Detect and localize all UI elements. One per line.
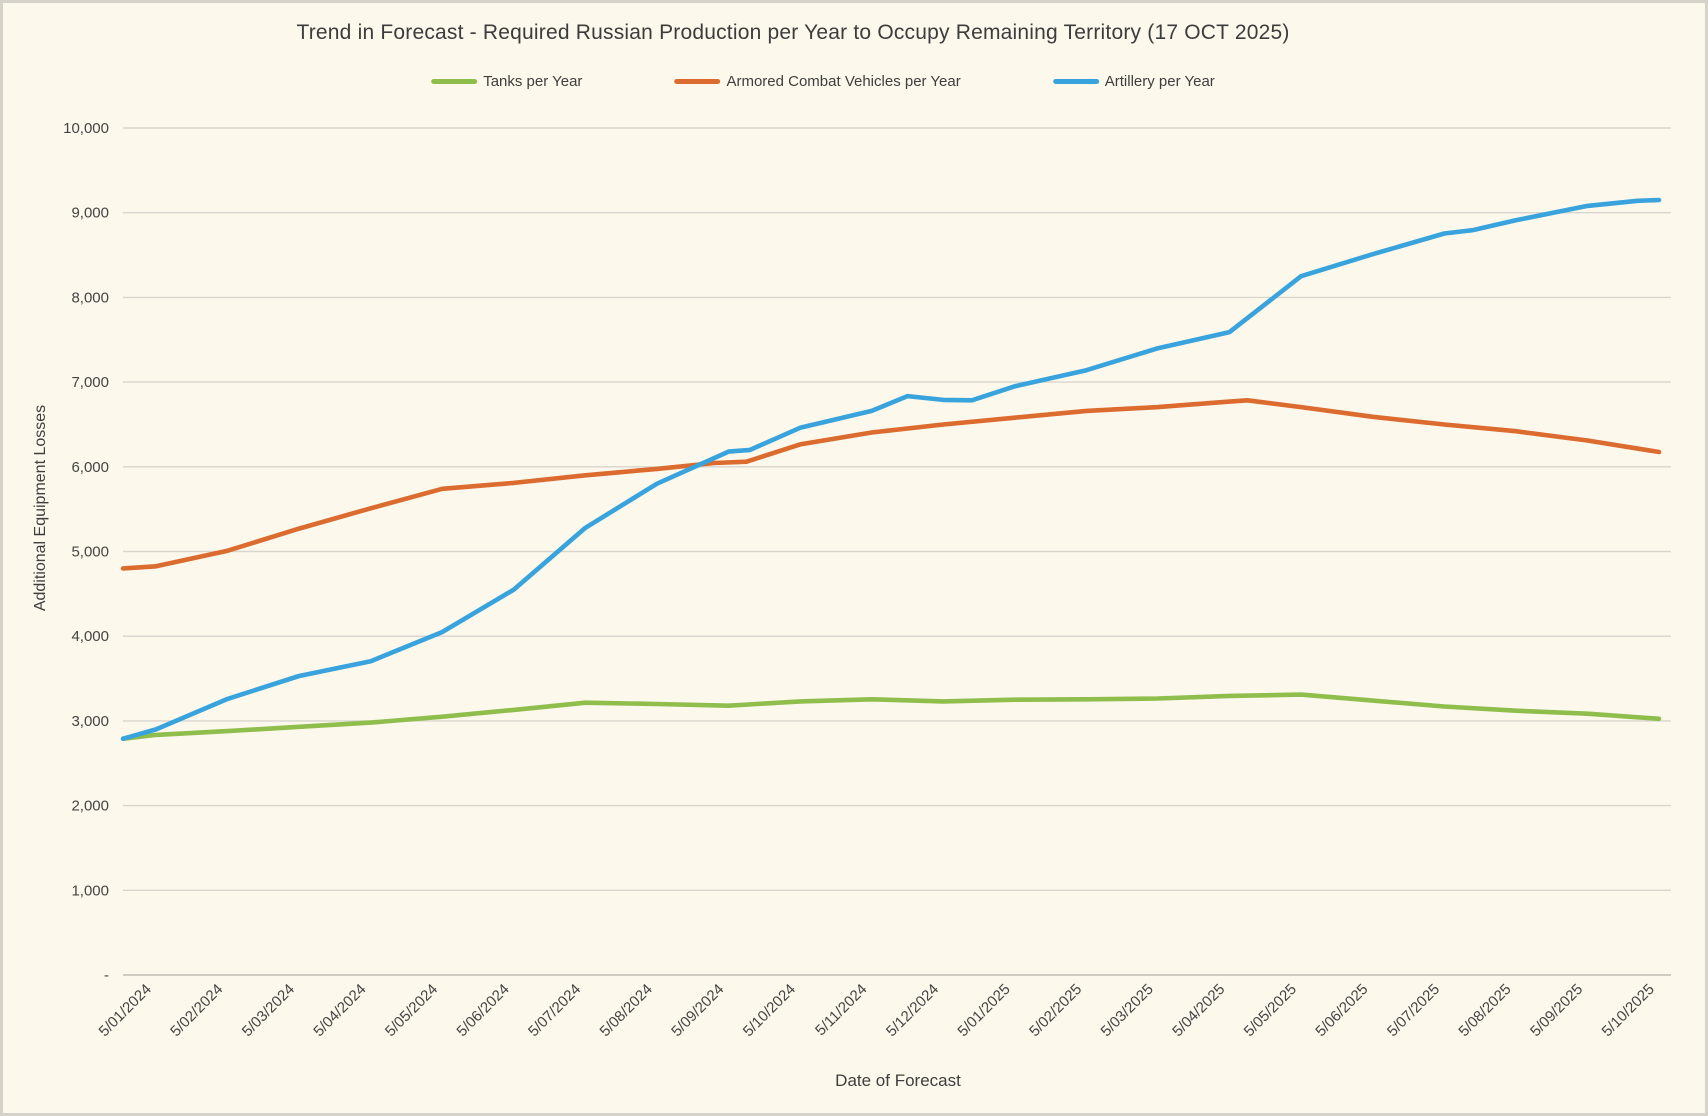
x-tick-label: 5/01/2025 (954, 981, 1013, 1040)
x-tick-label: 5/10/2024 (740, 981, 799, 1040)
y-axis-title: Additional Equipment Losses (32, 404, 49, 612)
y-tick-label: 4,000 (71, 628, 109, 645)
y-tick-label: 1,000 (71, 882, 109, 899)
x-tick-label: 5/11/2024 (812, 981, 870, 1039)
y-tick-label: 9,000 (71, 205, 109, 222)
y-tick-label: 2,000 (71, 798, 109, 815)
x-tick-label: 5/02/2025 (1026, 981, 1085, 1040)
x-tick-label: 5/07/2025 (1384, 981, 1443, 1040)
chart-canvas: - 1,000 2,000 3,000 4,000 5,000 6,000 7,000 8,00… (63, 120, 1671, 1040)
x-tick-label: 5/07/2024 (525, 981, 584, 1040)
legend-label: Armored Combat Vehicles per Year (726, 73, 961, 90)
x-tick-label: 5/05/2024 (382, 981, 441, 1040)
legend-item-armored: Armored Combat Vehicles per Year (674, 73, 961, 90)
legend-item-tanks: Tanks per Year (431, 73, 582, 90)
series-line-tanks (120, 692, 1662, 742)
y-tick-label: 7,000 (71, 374, 109, 391)
series-line-armored (120, 397, 1662, 571)
y-tick-label: 3,000 (71, 713, 109, 730)
x-tick-label: 5/09/2024 (668, 981, 727, 1040)
chart-title: Trend in Forecast - Required Russian Pro… (296, 21, 1290, 44)
y-tick-label: 6,000 (71, 459, 109, 476)
x-tick-label: 5/06/2024 (453, 981, 512, 1040)
x-tick-label: 5/01/2024 (96, 981, 155, 1040)
legend-label: Tanks per Year (483, 73, 583, 90)
x-tick-label: 5/05/2025 (1241, 981, 1300, 1040)
legend-item-artillery: Artillery per Year (1052, 73, 1215, 90)
x-axis-title: Date of Forecast (835, 1071, 961, 1090)
x-tick-label: 5/12/2024 (883, 981, 942, 1040)
chart-legend: Tanks per Year Armored Combat Vehicles pe… (431, 73, 1215, 90)
x-tick-label: 5/10/2025 (1599, 981, 1658, 1040)
x-tick-label: 5/04/2025 (1169, 981, 1228, 1040)
x-tick-label: 5/03/2024 (239, 981, 298, 1040)
x-tick-label: 5/02/2024 (167, 981, 226, 1040)
legend-label: Artillery per Year (1104, 73, 1215, 90)
x-tick-label: 5/08/2024 (597, 981, 656, 1040)
y-tick-label: 10,000 (63, 120, 109, 137)
legend-swatch-icon (1052, 79, 1099, 84)
x-tick-label: 5/06/2025 (1312, 981, 1371, 1040)
legend-swatch-icon (674, 79, 721, 84)
x-tick-label: 5/08/2025 (1455, 981, 1514, 1040)
x-tick-label: 5/09/2025 (1527, 981, 1586, 1040)
y-tick-label: - (104, 967, 109, 984)
y-tick-label: 8,000 (71, 289, 109, 306)
legend-swatch-icon (431, 79, 478, 84)
y-tick-label: 5,000 (71, 544, 109, 561)
x-tick-label: 5/04/2024 (310, 981, 369, 1040)
x-tick-label: 5/03/2025 (1098, 981, 1157, 1040)
series-line-artillery (120, 197, 1662, 742)
